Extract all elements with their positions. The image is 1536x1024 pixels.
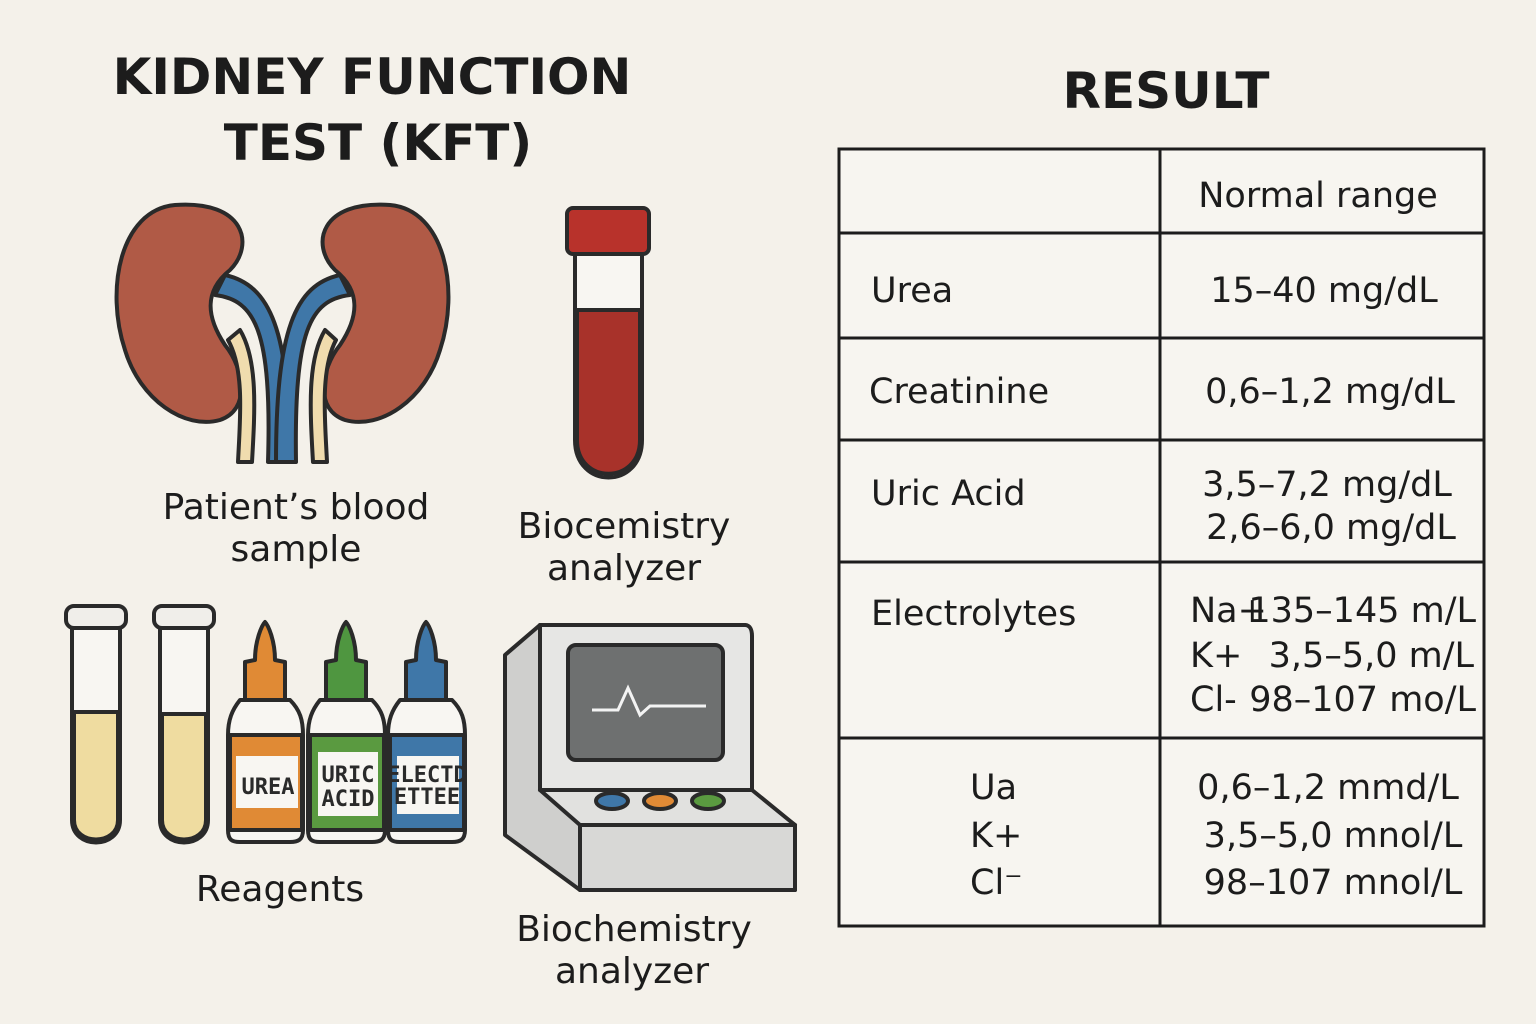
illustration-label: analyzer bbox=[555, 951, 709, 992]
normal-range: 3,5–7,2 mg/dL bbox=[1202, 465, 1452, 505]
reagent-bottles bbox=[226, 620, 467, 844]
kidneys-illustration bbox=[114, 202, 451, 464]
test-name: K+ bbox=[970, 816, 1022, 856]
normal-range: 2,6–6,0 mg/dL bbox=[1206, 508, 1456, 548]
test-name: Cl⁻ bbox=[970, 863, 1023, 903]
test-name: Urea bbox=[871, 271, 953, 311]
ion: K+ bbox=[1190, 636, 1242, 676]
test-name: Electrolytes bbox=[871, 594, 1076, 634]
bottle-label: ACID bbox=[322, 787, 375, 812]
normal-range: 0,6–1,2 mmd/L bbox=[1197, 768, 1459, 808]
reagent-tubes bbox=[64, 604, 216, 845]
normal-range: 98–107 mo/L bbox=[1249, 680, 1476, 720]
illustration-label: Biochemistry bbox=[516, 909, 752, 950]
test-name: Creatinine bbox=[869, 372, 1049, 412]
bottle-label: URIC bbox=[322, 763, 375, 788]
result-table bbox=[837, 147, 1486, 928]
illustration-label: Patient’s blood bbox=[163, 487, 430, 528]
bottle-label: UREA bbox=[242, 775, 295, 800]
illustration-label: analyzer bbox=[547, 548, 701, 589]
test-name: Uric Acid bbox=[871, 474, 1026, 514]
normal-range: 135–145 m/L bbox=[1248, 591, 1476, 631]
illustration-label: Biocemistry bbox=[518, 506, 731, 547]
column-header: Normal range bbox=[1198, 176, 1438, 216]
normal-range: 98–107 mnol/L bbox=[1204, 863, 1463, 903]
ion: Na+ bbox=[1190, 591, 1267, 631]
illustration-label: Reagents bbox=[196, 869, 364, 910]
ion: Cl- bbox=[1190, 680, 1237, 720]
result-title: RESULT bbox=[1063, 62, 1270, 120]
blood-tube bbox=[565, 206, 651, 480]
illustration-label: sample bbox=[231, 529, 362, 570]
normal-range: 3,5–5,0 m/L bbox=[1269, 636, 1475, 676]
normal-range: 0,6–1,2 mg/dL bbox=[1205, 372, 1455, 412]
bottle-label: ETTEE bbox=[394, 785, 460, 810]
title: TEST (KFT) bbox=[224, 114, 533, 172]
normal-range: 3,5–5,0 mnol/L bbox=[1204, 816, 1463, 856]
bottle-label: ELECTD bbox=[387, 763, 466, 788]
title: KIDNEY FUNCTION bbox=[113, 48, 632, 106]
analyzer-machine bbox=[503, 623, 797, 892]
normal-range: 15–40 mg/dL bbox=[1210, 271, 1438, 311]
test-name: Ua bbox=[970, 768, 1017, 808]
